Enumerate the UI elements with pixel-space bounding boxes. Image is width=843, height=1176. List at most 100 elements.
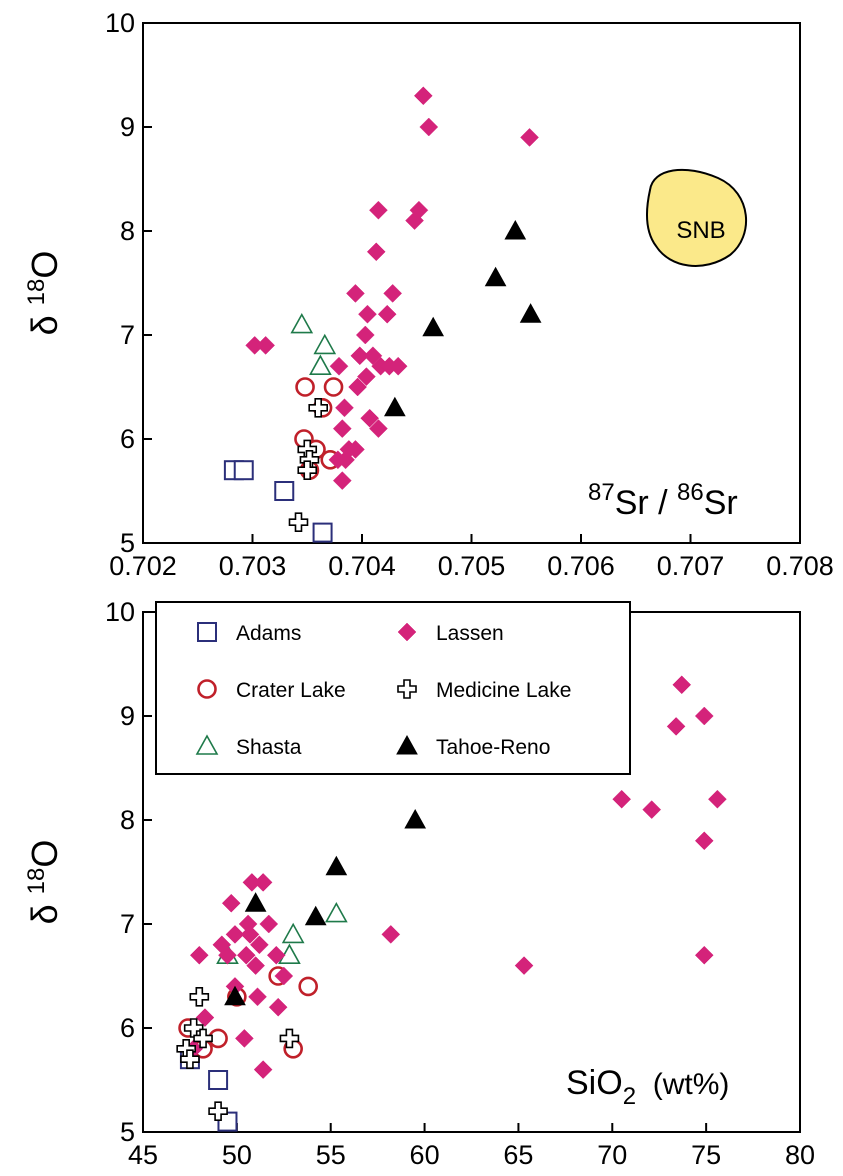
data-point	[388, 356, 408, 376]
x-tick-label: 0.707	[657, 551, 725, 581]
data-point	[694, 945, 714, 965]
y-axis-label: δ 18O	[23, 840, 66, 925]
data-point	[325, 855, 348, 876]
x-tick-label: 0.702	[109, 551, 177, 581]
data-point	[308, 397, 329, 418]
data-point	[694, 831, 714, 851]
legend-marker	[397, 679, 417, 699]
y-tick-label: 8	[120, 805, 135, 835]
y-tick-label: 10	[105, 597, 135, 627]
data-point	[404, 808, 427, 829]
legend-label: Crater Lake	[236, 679, 346, 702]
data-point	[266, 945, 286, 965]
data-point	[377, 304, 397, 324]
x-tick-label: 0.708	[766, 551, 834, 581]
data-point	[332, 419, 352, 438]
data-point	[250, 935, 269, 955]
series-medicine-lake	[288, 397, 329, 533]
y-tick-label: 9	[120, 701, 135, 731]
data-point	[366, 242, 386, 262]
data-point	[253, 1060, 273, 1079]
data-point	[332, 471, 352, 490]
data-point	[288, 512, 309, 533]
y-tick-label: 5	[120, 528, 135, 558]
snb-label: SNB	[676, 217, 725, 244]
x-tick-label: 50	[222, 1140, 252, 1170]
legend-label: Medicine Lake	[436, 679, 571, 702]
legend-label: Adams	[236, 622, 301, 645]
y-tick-label: 5	[120, 1117, 135, 1147]
data-point	[242, 873, 262, 892]
data-point	[323, 377, 344, 397]
series-shasta	[290, 312, 337, 376]
data-point	[221, 893, 241, 913]
x-tick-label: 0.705	[438, 551, 506, 581]
data-point	[240, 925, 260, 944]
data-point	[313, 333, 337, 355]
data-point	[355, 325, 375, 345]
y-tick-label: 7	[120, 320, 135, 350]
data-point	[384, 396, 406, 417]
x-tick-label: 75	[691, 1140, 721, 1170]
data-point	[309, 354, 332, 376]
series-tahoe-reno	[384, 219, 542, 417]
x-tick-label: 0.706	[547, 551, 615, 581]
data-point	[225, 925, 245, 944]
data-point	[346, 440, 365, 459]
y-tick-label: 9	[120, 112, 135, 142]
data-point	[405, 211, 424, 230]
series-lassen	[184, 675, 727, 1079]
data-point	[295, 377, 315, 397]
data-point	[672, 675, 692, 695]
data-point	[329, 356, 349, 376]
data-point	[290, 312, 314, 334]
data-point	[189, 986, 210, 1007]
data-point	[708, 789, 727, 809]
series-medicine-lake	[176, 986, 300, 1121]
data-point	[642, 800, 662, 819]
y-tick-label: 6	[120, 1013, 135, 1043]
data-point	[484, 266, 507, 287]
x-tick-label: 60	[410, 1140, 440, 1170]
data-point	[304, 905, 327, 926]
data-point	[350, 346, 370, 366]
data-point	[324, 901, 348, 923]
data-point	[422, 316, 445, 337]
data-point	[246, 956, 265, 975]
x-tick-label: 0.703	[219, 551, 287, 581]
data-point	[208, 1101, 228, 1121]
y-tick-label: 10	[105, 8, 135, 38]
data-point	[193, 1028, 213, 1049]
series-adams	[223, 460, 333, 543]
data-point	[357, 367, 376, 386]
x-quantity-label: SiO2 (wt%)	[566, 1064, 729, 1110]
data-point	[413, 86, 433, 106]
data-point	[369, 419, 388, 438]
data-point	[248, 987, 267, 1007]
data-point	[274, 481, 295, 501]
y-tick-label: 6	[120, 424, 135, 454]
data-point	[694, 706, 714, 726]
data-point	[218, 945, 237, 965]
data-point	[346, 284, 365, 303]
x-tick-label: 45	[128, 1140, 158, 1170]
data-point	[383, 284, 403, 303]
legend-marker	[397, 622, 417, 642]
y-tick-label: 8	[120, 216, 135, 246]
series-tahoe-reno	[224, 808, 427, 1006]
legend-label: Shasta	[236, 736, 302, 759]
x-tick-label: 70	[597, 1140, 627, 1170]
data-point	[504, 219, 527, 240]
data-point	[348, 377, 367, 397]
data-point	[235, 1029, 254, 1048]
series-lassen	[245, 86, 539, 490]
legend-marker	[396, 734, 418, 755]
data-point	[312, 522, 333, 543]
data-point	[369, 200, 388, 220]
x-tick-label: 0.704	[328, 551, 396, 581]
legend-label: Lassen	[436, 622, 504, 645]
data-point	[336, 450, 355, 470]
data-point	[281, 922, 305, 944]
data-point	[519, 303, 542, 323]
